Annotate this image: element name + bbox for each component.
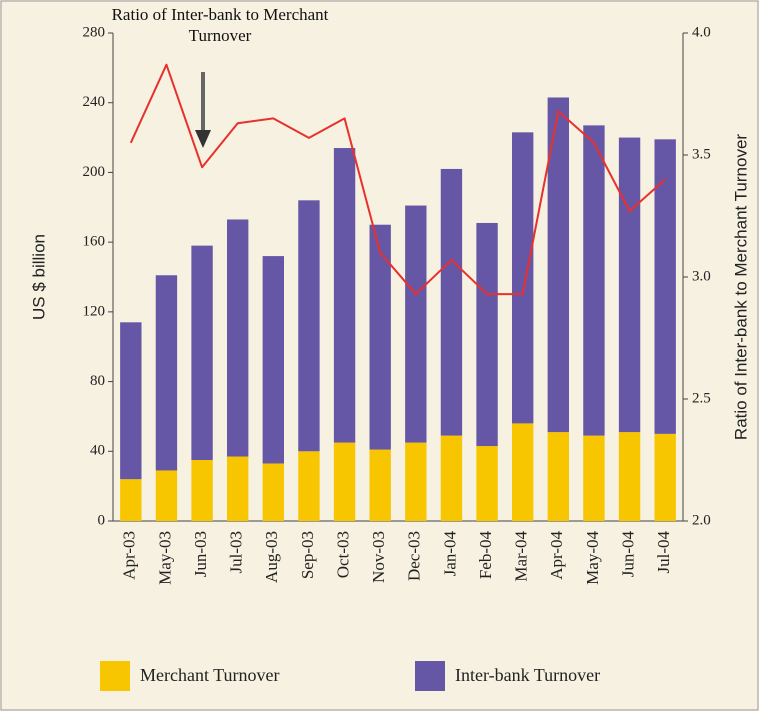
x-tick-label: Jan-04 [440,531,459,577]
bar-segment [547,97,569,433]
bar-segment [583,125,605,436]
x-tick-label: Oct-03 [333,531,352,578]
annotation: Ratio of Inter-bank to Merchant Turnover [111,5,329,45]
x-tick-label: Jun-03 [191,531,210,577]
y-tick-label: 40 [90,443,105,459]
bar-segment [298,451,320,521]
bar-segment [369,224,391,450]
x-tick-label: Jun-04 [618,531,637,578]
bar-segment [191,460,213,521]
arrow-head [195,130,211,148]
bar-segment [512,423,534,521]
x-tick-label: Sep-03 [298,531,317,579]
x-tick-label: Jul-03 [227,531,246,574]
bar-segment [476,222,498,447]
x-tick-label: Nov-03 [369,531,388,583]
x-tick-label: May-04 [583,531,602,585]
y2-tick-label: 2.5 [692,390,711,406]
bar-segment [333,148,356,443]
bar-segment [405,442,427,521]
bar-segment [227,219,249,457]
bar-segment [547,432,569,521]
bar-segment [512,132,534,424]
y-tick-label: 120 [83,303,106,319]
bar-segment [654,433,676,521]
y2-tick-label: 3.5 [692,146,711,162]
x-tick-label: Jul-04 [654,531,673,574]
bar-segment [618,137,641,433]
y-tick-label: 200 [83,164,106,180]
legend-swatch [415,661,445,691]
x-tick-label: May-03 [155,531,174,585]
y-tick-label: 240 [83,94,106,110]
bar-segment [298,200,320,452]
bar-segment [191,245,213,460]
bar-segment [440,435,463,521]
y-axis-label: US $ billion [29,234,48,320]
bar-segment [405,205,427,443]
bar-segment [120,479,142,521]
legend-label: Inter-bank Turnover [455,665,600,685]
bar-segment [155,275,178,471]
y2-tick-label: 3.0 [692,268,711,284]
x-tick-label: Feb-04 [476,531,495,580]
bar-segment [227,456,249,521]
bar-segment [155,470,178,521]
x-tick-label: Dec-03 [405,531,424,581]
y-tick-label: 280 [83,24,106,40]
ratio-line [129,63,666,296]
y2-axis-label: Ratio of Inter-bank to Merchant Turnover [731,134,750,440]
bar-segment [618,432,641,521]
bar-segment [369,449,391,521]
y2-tick-label: 4.0 [692,24,711,40]
y-tick-label: 80 [90,373,105,389]
bar-segment [333,442,356,521]
y-tick-label: 0 [98,512,106,528]
legend-label: Merchant Turnover [140,665,279,685]
bar-segment [583,435,605,521]
x-tick-label: Aug-03 [262,531,281,583]
bar-segment [476,446,498,521]
x-tick-label: Apr-04 [547,531,566,580]
bar-segment [262,256,284,464]
bar-segment [654,139,676,434]
bar-segment [440,168,463,436]
x-tick-label: Apr-03 [120,531,139,580]
bar-segment [120,322,142,480]
bar-segment [262,463,284,521]
legend-swatch [100,661,130,691]
x-tick-label: Mar-04 [512,531,531,582]
y-tick-label: 160 [83,234,106,250]
y2-tick-label: 2.0 [692,512,711,528]
